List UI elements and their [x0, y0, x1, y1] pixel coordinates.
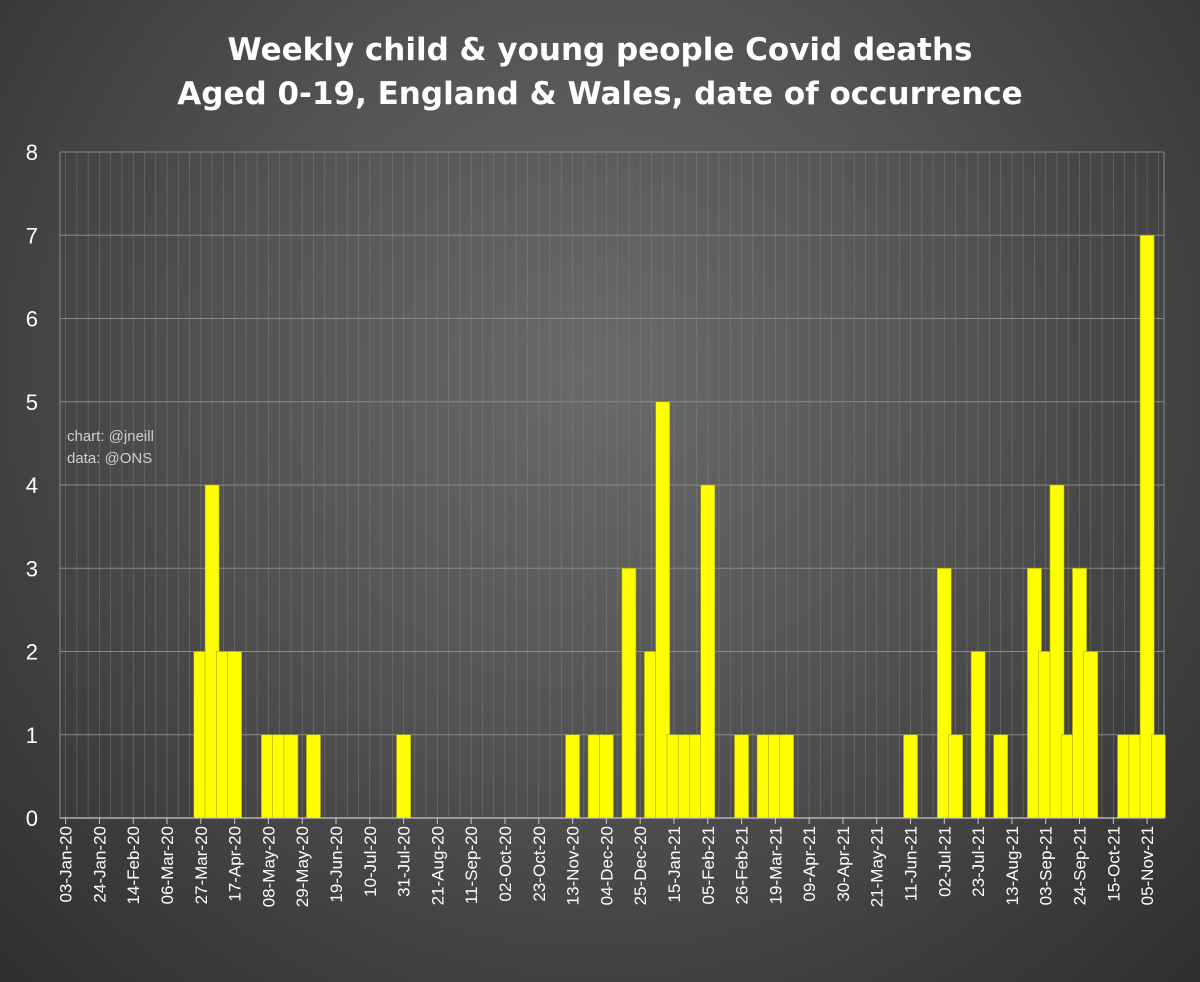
x-tick-label: 03-Sep-21: [1037, 826, 1056, 905]
x-tick-label: 13-Nov-20: [564, 826, 583, 905]
bar-11-Jun-21: [903, 734, 918, 819]
bar-23-Jul-21: [970, 651, 986, 819]
bar-05-Jun-20: [306, 734, 321, 819]
bar-31-Jul-20: [396, 734, 411, 819]
x-tick-label: 05-Feb-21: [699, 826, 718, 904]
credit-chart: chart: @jneill: [67, 428, 154, 445]
x-tick-label: 29-May-20: [293, 826, 312, 907]
x-tick-label: 24-Jan-20: [90, 826, 109, 903]
chart-title: Weekly child & young people Covid deaths…: [0, 28, 1200, 116]
y-tick-label: 2: [26, 640, 38, 665]
y-tick-label: 4: [26, 473, 38, 498]
x-tick-label: 10-Jul-20: [361, 826, 380, 897]
x-tick-label: 23-Jul-21: [969, 826, 988, 897]
x-tick-label: 08-May-20: [259, 826, 278, 907]
x-tick-label: 02-Oct-20: [496, 826, 515, 902]
x-tick-label: 06-Mar-20: [158, 826, 177, 904]
x-tick-label: 04-Dec-20: [597, 826, 616, 905]
bar-13-Nov-20: [565, 734, 580, 819]
y-tick-label: 3: [26, 556, 38, 581]
bar-01-Oct-21: [1083, 651, 1099, 819]
chart-title-line-1: Weekly child & young people Covid deaths: [227, 32, 973, 68]
bar-06-Aug-21: [993, 734, 1008, 819]
x-tick-label: 05-Nov-21: [1138, 826, 1157, 905]
x-tick-label: 19-Mar-21: [766, 826, 785, 904]
credits: chart: @jneill data: @ONS: [67, 426, 154, 470]
bar-05-Nov-21: [1139, 234, 1155, 819]
x-tick-label: 30-Apr-21: [834, 826, 853, 902]
x-tick-label: 23-Oct-20: [530, 826, 549, 902]
x-tick-label: 15-Jan-21: [665, 826, 684, 903]
x-tick-label: 15-Oct-21: [1104, 826, 1123, 902]
x-tick-label: 21-May-21: [868, 826, 887, 907]
y-tick-label: 5: [26, 390, 38, 415]
bar-12-Nov-21: [1151, 734, 1166, 819]
x-tick-label: 13-Aug-21: [1003, 826, 1022, 905]
x-tick-label: 21-Aug-20: [428, 826, 447, 905]
bar-18-Dec-20: [621, 567, 637, 819]
y-tick-label: 6: [26, 307, 38, 332]
x-tick-label: 31-Jul-20: [395, 826, 414, 897]
bar-26-Feb-21: [734, 734, 749, 819]
x-tick-label: 11-Jun-21: [902, 826, 921, 901]
x-tick-label: 27-Mar-20: [192, 826, 211, 904]
x-tick-label: 26-Feb-21: [733, 826, 752, 904]
credit-data: data: @ONS: [67, 450, 153, 467]
chart-title-line-2: Aged 0-19, England & Wales, date of occu…: [177, 76, 1023, 112]
x-tick-label: 11-Sep-20: [462, 826, 481, 904]
bar-26-Mar-21: [779, 734, 794, 819]
bar-09-Jul-21: [948, 734, 963, 819]
bar-17-Apr-20: [227, 651, 242, 819]
x-tick-label: 09-Apr-21: [800, 826, 819, 902]
x-tick-label: 03-Jan-20: [57, 826, 76, 903]
y-tick-label: 7: [26, 223, 38, 248]
x-tick-label: 17-Apr-20: [226, 826, 245, 902]
y-tick-label: 8: [26, 140, 38, 165]
bar-05-Feb-21: [700, 484, 716, 819]
x-tick-label: 25-Dec-20: [631, 826, 650, 905]
bar-22-May-20: [283, 734, 299, 819]
y-tick-label: 1: [26, 723, 38, 748]
x-tick-label: 14-Feb-20: [124, 826, 143, 904]
bar-04-Dec-20: [599, 734, 614, 819]
x-tick-label: 02-Jul-21: [935, 826, 954, 897]
y-tick-label: 0: [26, 806, 38, 831]
x-tick-label: 24-Sep-21: [1071, 826, 1090, 905]
x-tick-label: 19-Jun-20: [327, 826, 346, 903]
